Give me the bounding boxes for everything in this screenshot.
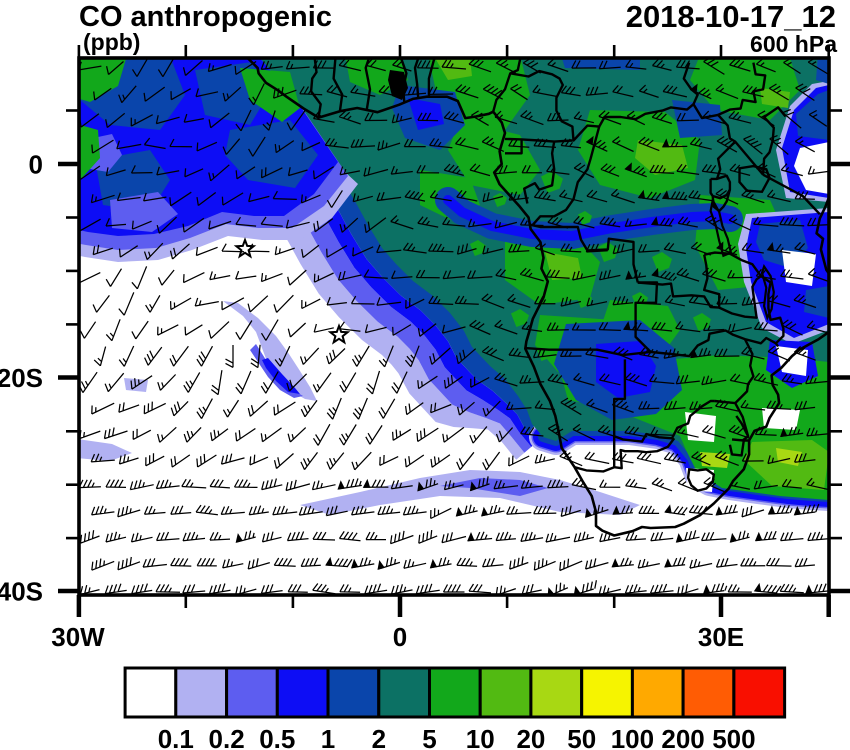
svg-text:40S: 40S — [0, 577, 43, 607]
svg-text:5: 5 — [422, 724, 436, 750]
svg-text:50: 50 — [567, 724, 596, 750]
svg-text:10: 10 — [466, 724, 495, 750]
svg-text:CO anthropogenic: CO anthropogenic — [79, 1, 332, 33]
svg-text:2018-10-17_12: 2018-10-17_12 — [626, 0, 836, 34]
svg-text:100: 100 — [611, 724, 654, 750]
svg-text:0: 0 — [393, 622, 407, 652]
svg-text:(ppb): (ppb) — [83, 29, 140, 55]
svg-text:0.1: 0.1 — [158, 724, 194, 750]
svg-text:0: 0 — [29, 150, 43, 180]
svg-text:30W: 30W — [51, 622, 105, 652]
svg-text:1: 1 — [321, 724, 335, 750]
svg-text:500: 500 — [712, 724, 755, 750]
svg-text:0.5: 0.5 — [259, 724, 295, 750]
svg-text:600 hPa: 600 hPa — [750, 31, 837, 57]
svg-text:30E: 30E — [698, 622, 744, 652]
svg-text:0.2: 0.2 — [209, 724, 245, 750]
svg-text:20: 20 — [516, 724, 545, 750]
svg-text:20S: 20S — [0, 363, 43, 393]
svg-text:200: 200 — [661, 724, 704, 750]
svg-text:2: 2 — [372, 724, 386, 750]
